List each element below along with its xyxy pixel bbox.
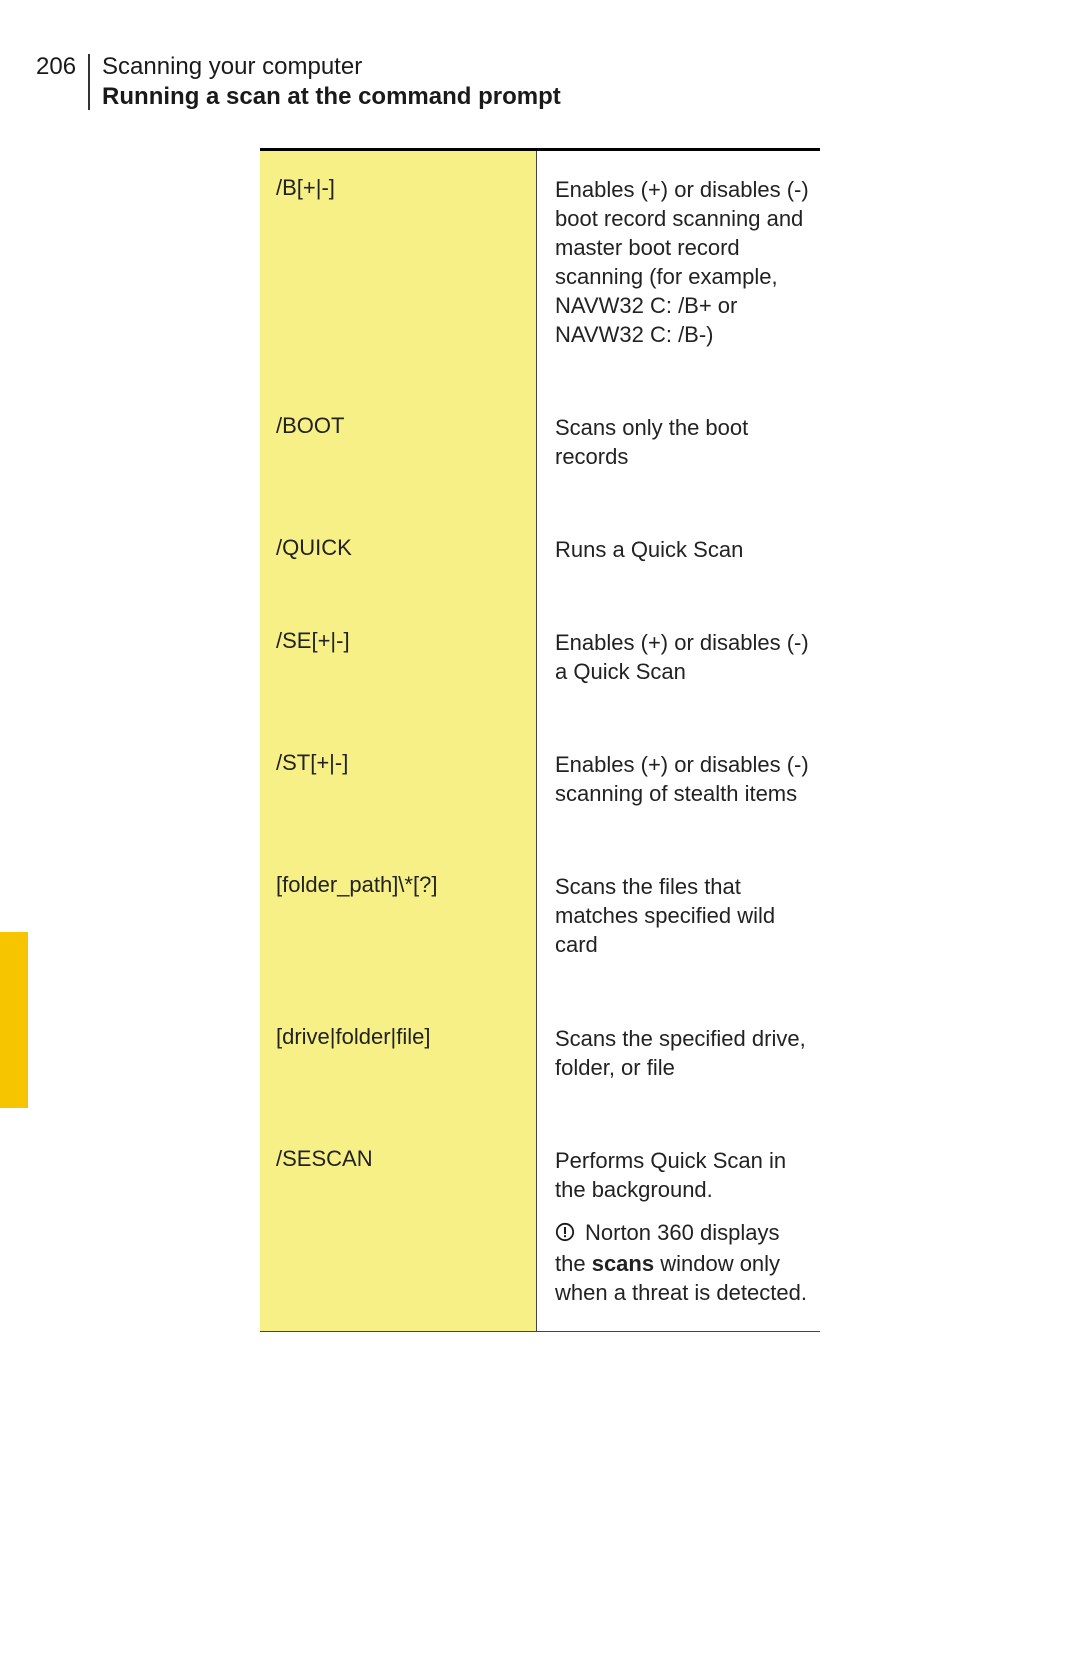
- table-row: /BOOT Scans only the boot records: [260, 389, 820, 511]
- page-number: 206: [36, 52, 88, 82]
- title-block: Scanning your computer Running a scan at…: [102, 52, 561, 112]
- header-divider: [88, 54, 90, 110]
- section-title: Running a scan at the command prompt: [102, 82, 561, 112]
- table-row: [drive|folder|file] Scans the specified …: [260, 1000, 820, 1122]
- description-cell: Performs Quick Scan in the background. N…: [536, 1122, 820, 1331]
- command-cell: /BOOT: [260, 389, 536, 511]
- table-row: [folder_path]\*[?] Scans the files that …: [260, 848, 820, 999]
- command-table: /B[+|-] Enables (+) or disables (-) boot…: [260, 148, 820, 1332]
- table-row: /SESCAN Performs Quick Scan in the backg…: [260, 1122, 820, 1331]
- description-cell: Runs a Quick Scan: [536, 511, 820, 604]
- note: Norton 360 displays the scans window onl…: [555, 1218, 810, 1307]
- command-cell: [drive|folder|file]: [260, 1000, 536, 1122]
- description-cell: Enables (+) or disables (-) boot record …: [536, 151, 820, 389]
- command-cell: [folder_path]\*[?]: [260, 848, 536, 999]
- command-cell: /SE[+|-]: [260, 604, 536, 726]
- command-cell: /B[+|-]: [260, 151, 536, 389]
- command-cell: /ST[+|-]: [260, 726, 536, 848]
- page-header: 206 Scanning your computer Running a sca…: [36, 52, 561, 112]
- table-row: /ST[+|-] Enables (+) or disables (-) sca…: [260, 726, 820, 848]
- chapter-title: Scanning your computer: [102, 52, 561, 82]
- description-cell: Scans the files that matches specified w…: [536, 848, 820, 999]
- command-cell: /SESCAN: [260, 1122, 536, 1331]
- side-tab: [0, 932, 28, 1108]
- command-cell: /QUICK: [260, 511, 536, 604]
- description-cell: Enables (+) or disables (-) scanning of …: [536, 726, 820, 848]
- description-text: Performs Quick Scan in the background.: [555, 1146, 810, 1204]
- table-row: /B[+|-] Enables (+) or disables (-) boot…: [260, 151, 820, 389]
- alert-icon: [555, 1220, 575, 1249]
- table-row: /QUICK Runs a Quick Scan: [260, 511, 820, 604]
- table-row: /SE[+|-] Enables (+) or disables (-) a Q…: [260, 604, 820, 726]
- description-cell: Scans the specified drive, folder, or fi…: [536, 1000, 820, 1122]
- description-cell: Scans only the boot records: [536, 389, 820, 511]
- description-cell: Enables (+) or disables (-) a Quick Scan: [536, 604, 820, 726]
- note-bold: scans: [592, 1251, 654, 1276]
